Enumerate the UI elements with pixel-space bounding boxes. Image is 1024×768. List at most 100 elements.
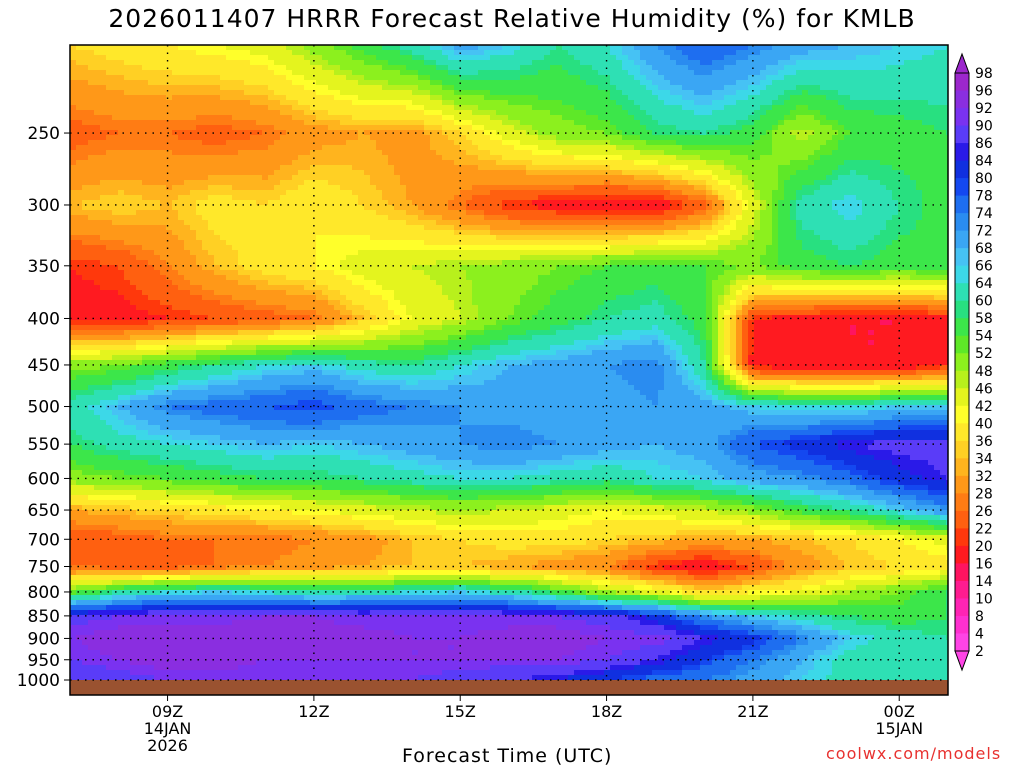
heatmap-cell [724,75,731,81]
heatmap-cell [532,185,539,191]
heatmap-cell [736,75,743,81]
heatmap-cell [922,120,929,126]
heatmap-cell [904,125,911,131]
heatmap-cell [520,60,527,66]
heatmap-cell [742,110,749,116]
heatmap-cell [550,110,557,116]
heatmap-cell [184,160,191,166]
heatmap-cell [586,135,593,141]
heatmap-cell [460,80,467,86]
heatmap-cell [682,45,689,51]
heatmap-cell [934,160,941,166]
heatmap-cell [286,155,293,161]
heatmap-cell [238,95,245,101]
heatmap-cell [196,55,203,61]
heatmap-cell [796,60,803,66]
heatmap-cell [172,65,179,71]
heatmap-cell [598,65,605,71]
heatmap-cell [538,105,545,111]
heatmap-cell [832,165,839,171]
heatmap-cell [634,135,641,141]
heatmap-cell [274,110,281,116]
heatmap-cell [286,105,293,111]
heatmap-cell [532,190,539,196]
heatmap-cell [844,65,851,71]
heatmap-cell [220,65,227,71]
heatmap-cell [550,200,557,206]
heatmap-cell [388,45,395,51]
heatmap-cell [904,190,911,196]
heatmap-cell [238,150,245,156]
heatmap-cell [910,55,917,61]
heatmap-cell [256,55,263,61]
heatmap-cell [646,60,653,66]
heatmap-cell [826,85,833,91]
heatmap-cell [112,95,119,101]
heatmap-cell [520,110,527,116]
heatmap-cell [556,135,563,141]
heatmap-cell [574,200,581,206]
heatmap-cell [142,60,149,66]
heatmap-cell [652,155,659,161]
heatmap-cell [730,100,737,106]
heatmap-cell [568,65,575,71]
heatmap-cell [136,60,143,66]
heatmap-cell [88,185,95,191]
heatmap-cell [790,150,797,156]
heatmap-cell [484,130,491,136]
heatmap-cell [778,90,785,96]
heatmap-cell [460,135,467,141]
heatmap-cell [772,175,779,181]
heatmap-cell [406,170,413,176]
heatmap-cell [430,50,437,56]
heatmap-cell [790,185,797,191]
heatmap-cell [688,130,695,136]
heatmap-cell [628,145,635,151]
heatmap-cell [196,45,203,51]
heatmap-cell [448,90,455,96]
heatmap-cell [100,175,107,181]
heatmap-cell [940,65,947,71]
heatmap-cell [136,95,143,101]
heatmap-cell [334,200,341,206]
heatmap-cell [562,45,569,51]
heatmap-cell [304,90,311,96]
heatmap-cell [412,85,419,91]
heatmap-cell [76,125,83,131]
heatmap-cell [400,50,407,56]
heatmap-cell [868,150,875,156]
heatmap-cell [832,90,839,96]
heatmap-cell [700,200,707,206]
heatmap-cell [436,55,443,61]
heatmap-cell [760,180,767,186]
heatmap-cell [190,155,197,161]
heatmap-cell [892,80,899,86]
heatmap-cell [466,195,473,201]
heatmap-cell [784,140,791,146]
heatmap-cell [214,150,221,156]
heatmap-cell [760,100,767,106]
heatmap-cell [580,210,587,216]
heatmap-cell [220,95,227,101]
heatmap-cell [766,145,773,151]
heatmap-cell [820,65,827,71]
heatmap-cell [418,90,425,96]
heatmap-cell [502,135,509,141]
heatmap-cell [214,200,221,206]
heatmap-cell [628,155,635,161]
heatmap-cell [328,60,335,66]
heatmap-cell [328,120,335,126]
heatmap-cell [100,130,107,136]
heatmap-cell [268,150,275,156]
heatmap-cell [742,190,749,196]
heatmap-cell [742,205,749,211]
heatmap-cell [700,100,707,106]
heatmap-cell [874,100,881,106]
heatmap-cell [556,205,563,211]
heatmap-cell [442,65,449,71]
heatmap-cell [268,95,275,101]
heatmap-cell [484,185,491,191]
heatmap-cell [82,190,89,196]
heatmap-cell [544,135,551,141]
heatmap-cell [370,100,377,106]
